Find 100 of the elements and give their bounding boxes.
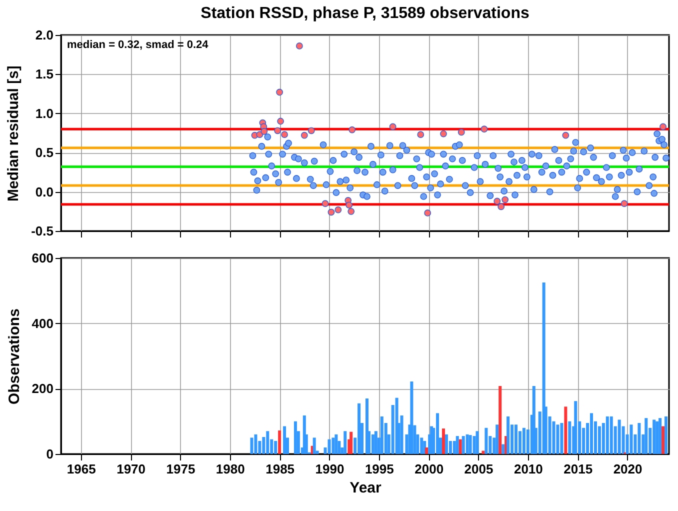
- bar: [658, 418, 662, 454]
- bar: [294, 421, 297, 454]
- x-tick-label: 2010: [514, 462, 543, 476]
- chart-title: Station RSSD, phase P, 31589 observations: [200, 5, 530, 22]
- bar: [514, 424, 518, 454]
- bar: [564, 406, 568, 454]
- bar: [466, 434, 469, 454]
- x-tick-label: 1965: [66, 462, 96, 476]
- bar: [630, 424, 633, 454]
- y-tick-label: 600: [32, 250, 54, 266]
- bar: [606, 416, 609, 454]
- bar: [590, 413, 594, 454]
- bar: [638, 422, 641, 454]
- bar: [610, 416, 613, 454]
- point: [281, 131, 288, 138]
- bar: [254, 434, 258, 454]
- y-tick-label: 0.0: [35, 184, 54, 200]
- bar: [274, 440, 278, 454]
- point: [480, 126, 488, 133]
- point: [296, 42, 303, 50]
- bar: [498, 386, 502, 454]
- bar: [380, 416, 384, 454]
- y-tick-label: 1.5: [35, 66, 54, 82]
- bar: [542, 282, 546, 454]
- point: [389, 123, 396, 130]
- y-tick-label: 200: [32, 381, 54, 396]
- y-tick-label: 0.5: [35, 145, 54, 160]
- bar: [358, 403, 361, 454]
- bar: [496, 424, 499, 454]
- y-tick-label: -0.5: [31, 224, 54, 238]
- y-axis-title: Median residual [s]: [5, 66, 22, 202]
- bar: [662, 426, 665, 454]
- bar: [410, 381, 414, 454]
- y-tick-label: 0: [46, 446, 54, 462]
- y-tick-label: 1.0: [35, 106, 54, 121]
- y-tick-label: 2.0: [35, 28, 54, 42]
- bar: [312, 438, 316, 454]
- bar: [568, 421, 572, 454]
- bar: [476, 431, 479, 454]
- bar: [618, 420, 621, 454]
- x-tick-label: 2005: [464, 462, 494, 476]
- bar: [425, 447, 428, 454]
- bar: [371, 434, 374, 454]
- bar: [456, 436, 459, 454]
- bar: [334, 434, 338, 454]
- point: [348, 126, 356, 134]
- x-tick-label: 1970: [116, 462, 146, 476]
- bar: [344, 431, 347, 454]
- point: [308, 127, 315, 134]
- y-axis-title: Observations: [6, 308, 23, 404]
- bar: [266, 431, 270, 454]
- point: [458, 128, 465, 136]
- x-tick-label: 1990: [315, 462, 344, 476]
- point: [498, 203, 505, 210]
- bar: [250, 438, 254, 454]
- bar: [462, 436, 465, 454]
- bar: [420, 438, 424, 454]
- bar: [506, 416, 510, 454]
- bar: [278, 430, 282, 454]
- y-tick-label: 400: [32, 316, 54, 331]
- point: [322, 200, 329, 207]
- point: [660, 123, 666, 130]
- bar: [484, 428, 488, 454]
- point: [256, 131, 264, 138]
- x-tick-label: 1980: [216, 462, 245, 476]
- bar: [458, 439, 462, 454]
- bar: [556, 424, 560, 454]
- point: [274, 127, 282, 134]
- bar: [328, 439, 331, 454]
- point: [277, 118, 284, 125]
- x-tick-label: 1995: [364, 462, 394, 476]
- bar: [444, 434, 448, 454]
- x-tick-label: 2015: [564, 462, 593, 476]
- x-tick-label: 1975: [166, 462, 196, 476]
- point: [348, 208, 355, 215]
- x-tick-label: 1985: [266, 462, 295, 476]
- point: [417, 131, 424, 138]
- point: [346, 202, 353, 209]
- bar: [374, 431, 378, 454]
- bar: [442, 428, 445, 454]
- bar: [482, 450, 485, 454]
- bar: [522, 428, 526, 454]
- bar: [283, 426, 286, 454]
- bar: [332, 438, 335, 454]
- bar: [652, 420, 656, 454]
- bar: [468, 435, 472, 454]
- point: [300, 132, 308, 139]
- point: [440, 130, 447, 138]
- bar: [350, 432, 353, 454]
- bar: [644, 418, 648, 454]
- x-tick-label: 2020: [613, 462, 642, 476]
- point: [424, 210, 432, 216]
- x-tick-label: 2000: [414, 462, 444, 476]
- bar: [664, 416, 668, 454]
- annotation: median = 0.32, smad = 0.24: [67, 39, 210, 51]
- bar: [574, 401, 578, 454]
- bar: [502, 444, 505, 454]
- point: [328, 208, 335, 216]
- point: [562, 132, 570, 139]
- point: [494, 198, 501, 205]
